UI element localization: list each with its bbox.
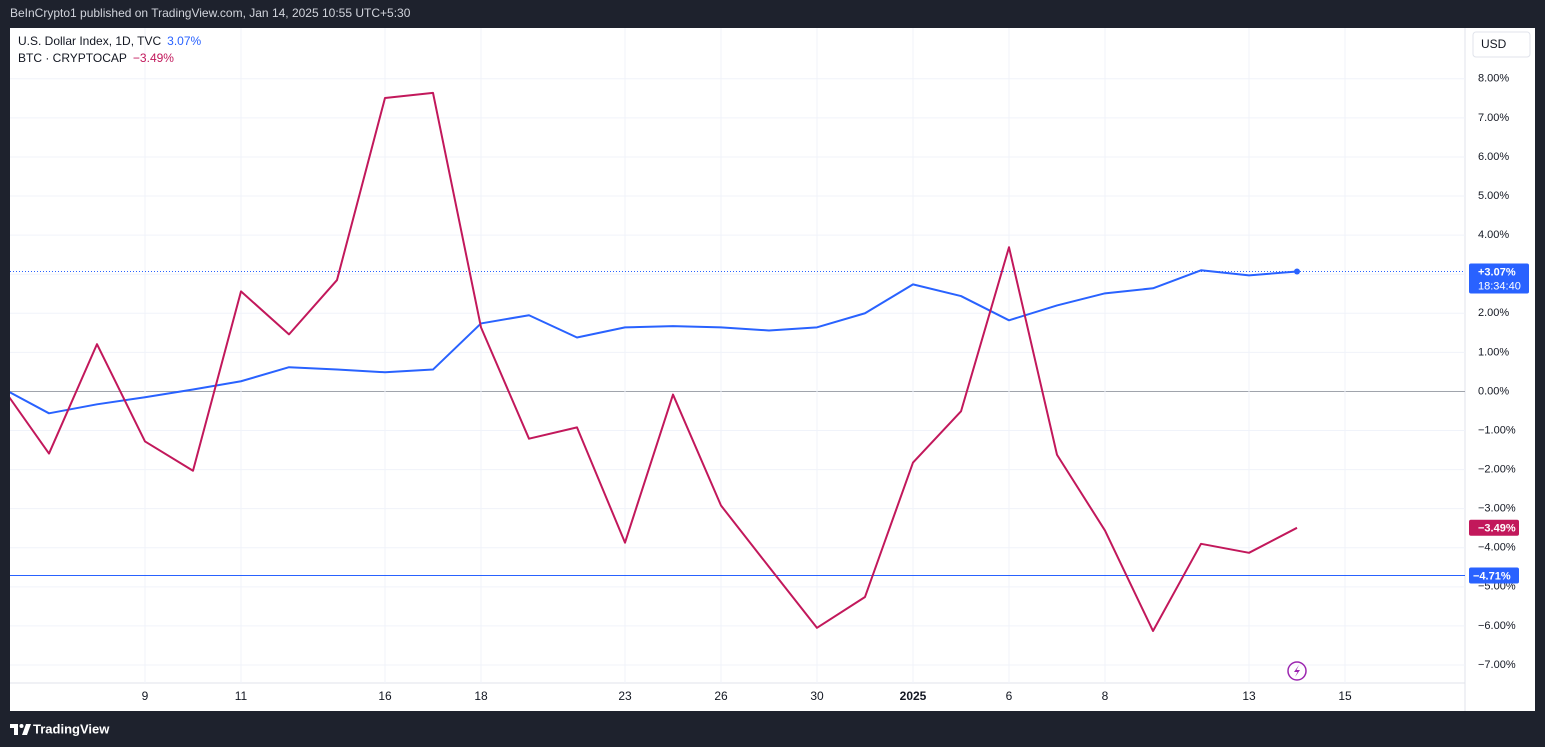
x-tick-label: 16 xyxy=(378,689,392,703)
footer-brand: TradingView xyxy=(33,721,110,736)
legend-value: −3.49% xyxy=(133,51,174,65)
x-tick-label: 6 xyxy=(1006,689,1013,703)
price-line-label: −4.71% xyxy=(1473,570,1511,582)
last-value-badge xyxy=(1469,519,1519,536)
y-tick-label: 0.00% xyxy=(1478,385,1509,397)
price-line-badge xyxy=(1469,567,1519,584)
y-tick-label: −2.00% xyxy=(1478,463,1516,475)
x-tick-label: 18 xyxy=(474,689,488,703)
x-tick-label: 13 xyxy=(1242,689,1256,703)
last-value-label: −3.49% xyxy=(1478,523,1516,535)
y-tick-label: −6.00% xyxy=(1478,620,1516,632)
legend-name: BTC · CRYPTOCAP xyxy=(18,51,127,65)
legend-value: 3.07% xyxy=(167,34,201,48)
x-tick-label: 30 xyxy=(810,689,824,703)
y-tick-label: −5.00% xyxy=(1478,581,1516,593)
y-tick-label: −7.00% xyxy=(1478,659,1516,671)
publish-info: BeInCrypto1 published on TradingView.com… xyxy=(10,6,411,20)
currency-button[interactable] xyxy=(1472,31,1531,58)
x-tick-label: 8 xyxy=(1102,689,1109,703)
x-tick-label: 9 xyxy=(142,689,149,703)
y-tick-label: −3.00% xyxy=(1478,503,1516,515)
countdown: 18:34:40 xyxy=(1478,280,1521,292)
y-tick-label: −4.00% xyxy=(1478,542,1516,554)
x-tick-label: 2025 xyxy=(900,689,927,703)
currency-label[interactable]: USD xyxy=(1481,37,1507,51)
chart-panel xyxy=(10,28,1535,711)
plot xyxy=(10,91,1465,632)
legend-name: U.S. Dollar Index, 1D, TVC xyxy=(18,34,161,48)
last-value-label: +3.07% xyxy=(1478,266,1516,278)
y-tick-label: 1.00% xyxy=(1478,346,1509,358)
x-tick-label: 15 xyxy=(1338,689,1352,703)
tradingview-logo xyxy=(10,724,31,735)
grid xyxy=(10,28,1465,683)
y-tick-label: 6.00% xyxy=(1478,151,1509,163)
series-line xyxy=(10,91,1298,632)
y-tick-label: 5.00% xyxy=(1478,190,1509,202)
lightning-icon[interactable] xyxy=(1287,661,1307,681)
y-tick-label: 2.00% xyxy=(1478,307,1509,319)
x-tick-label: 23 xyxy=(618,689,632,703)
y-tick-label: 8.00% xyxy=(1478,73,1509,85)
series-line xyxy=(10,269,1298,415)
last-value-badge xyxy=(1469,263,1529,294)
labels: 8.00%7.00%6.00%5.00%4.00%3.00%2.00%1.00%… xyxy=(18,34,1529,703)
y-tick-label: 7.00% xyxy=(1478,112,1509,124)
last-point xyxy=(1294,268,1300,275)
x-tick-label: 11 xyxy=(235,689,248,703)
x-tick-label: 26 xyxy=(714,689,728,703)
y-tick-label: −1.00% xyxy=(1478,424,1516,436)
y-tick-label: 4.00% xyxy=(1478,229,1509,241)
